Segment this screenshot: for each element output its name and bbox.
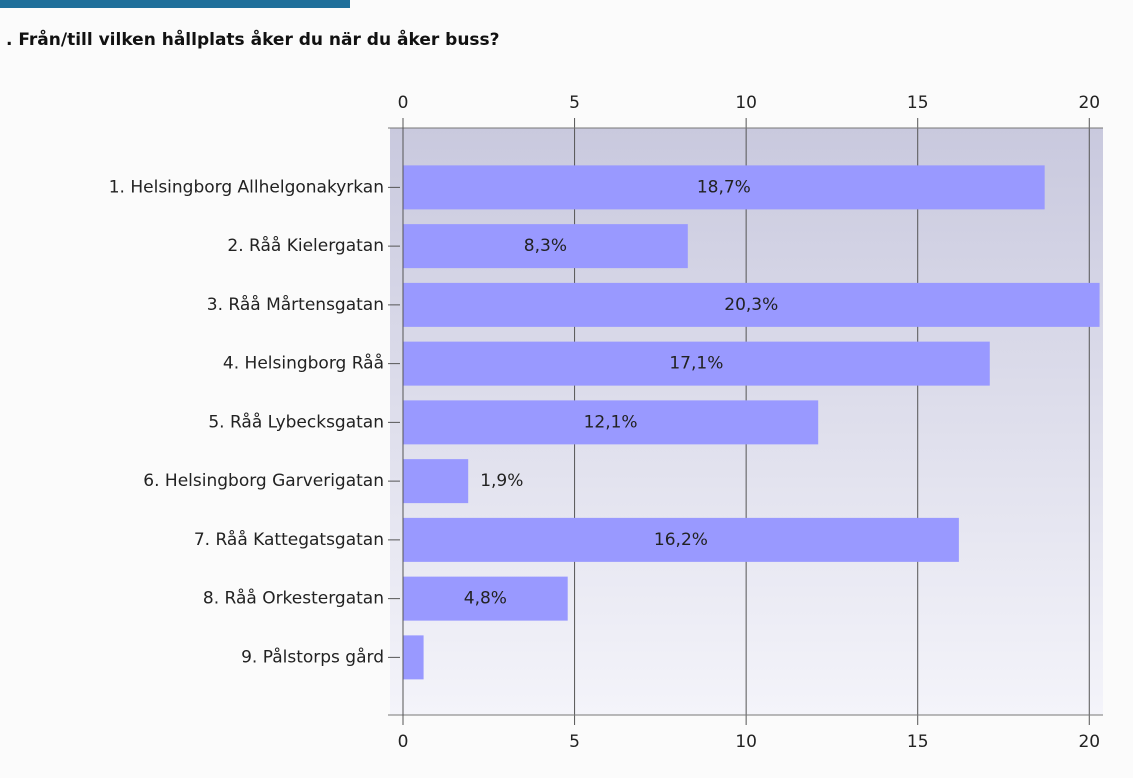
data-label: 17,1% bbox=[669, 354, 723, 374]
y-tick-label: 7. Råå Kattegatsgatan bbox=[194, 529, 384, 550]
chart-title: . Från/till vilken hållplats åker du när… bbox=[6, 28, 500, 50]
y-tick-label: 6. Helsingborg Garverigatan bbox=[143, 471, 384, 491]
bar bbox=[403, 459, 469, 504]
x-tick-label: 10 bbox=[735, 732, 757, 752]
y-tick-label: 9. Pålstorps gård bbox=[241, 646, 384, 667]
bar bbox=[403, 635, 424, 680]
header-tab bbox=[0, 0, 350, 8]
data-label: 16,2% bbox=[654, 530, 708, 550]
x-tick-label: 5 bbox=[569, 93, 580, 113]
data-label: 8,3% bbox=[524, 236, 567, 256]
x-tick-label: 20 bbox=[1078, 93, 1100, 113]
data-label: 4,8% bbox=[464, 589, 507, 609]
x-tick-label: 10 bbox=[735, 93, 757, 113]
x-tick-label: 20 bbox=[1078, 732, 1100, 752]
bar bbox=[403, 224, 688, 269]
y-tick-label: 3. Råå Mårtensgatan bbox=[207, 294, 384, 315]
data-label: 1,9% bbox=[480, 471, 523, 491]
bar bbox=[403, 282, 1100, 327]
bar bbox=[403, 517, 959, 562]
x-tick-label: 15 bbox=[907, 732, 929, 752]
x-tick-label: 0 bbox=[398, 732, 409, 752]
y-tick-label: 4. Helsingborg Råå bbox=[223, 353, 384, 374]
bar bbox=[403, 576, 568, 621]
y-tick-label: 5. Råå Lybecksgatan bbox=[208, 411, 384, 432]
bar bbox=[403, 165, 1045, 210]
y-tick-label: 2. Råå Kielergatan bbox=[227, 235, 384, 256]
x-tick-label: 5 bbox=[569, 732, 580, 752]
x-tick-label: 0 bbox=[398, 93, 409, 113]
y-tick-label: 1. Helsingborg Allhelgonakyrkan bbox=[109, 177, 384, 197]
bar bbox=[403, 400, 819, 445]
bar bbox=[403, 341, 990, 386]
data-label: 20,3% bbox=[724, 295, 778, 315]
data-label: 18,7% bbox=[697, 177, 751, 197]
data-label: 12,1% bbox=[584, 412, 638, 432]
y-tick-label: 8. Råå Orkestergatan bbox=[203, 588, 384, 609]
x-tick-label: 15 bbox=[907, 93, 929, 113]
